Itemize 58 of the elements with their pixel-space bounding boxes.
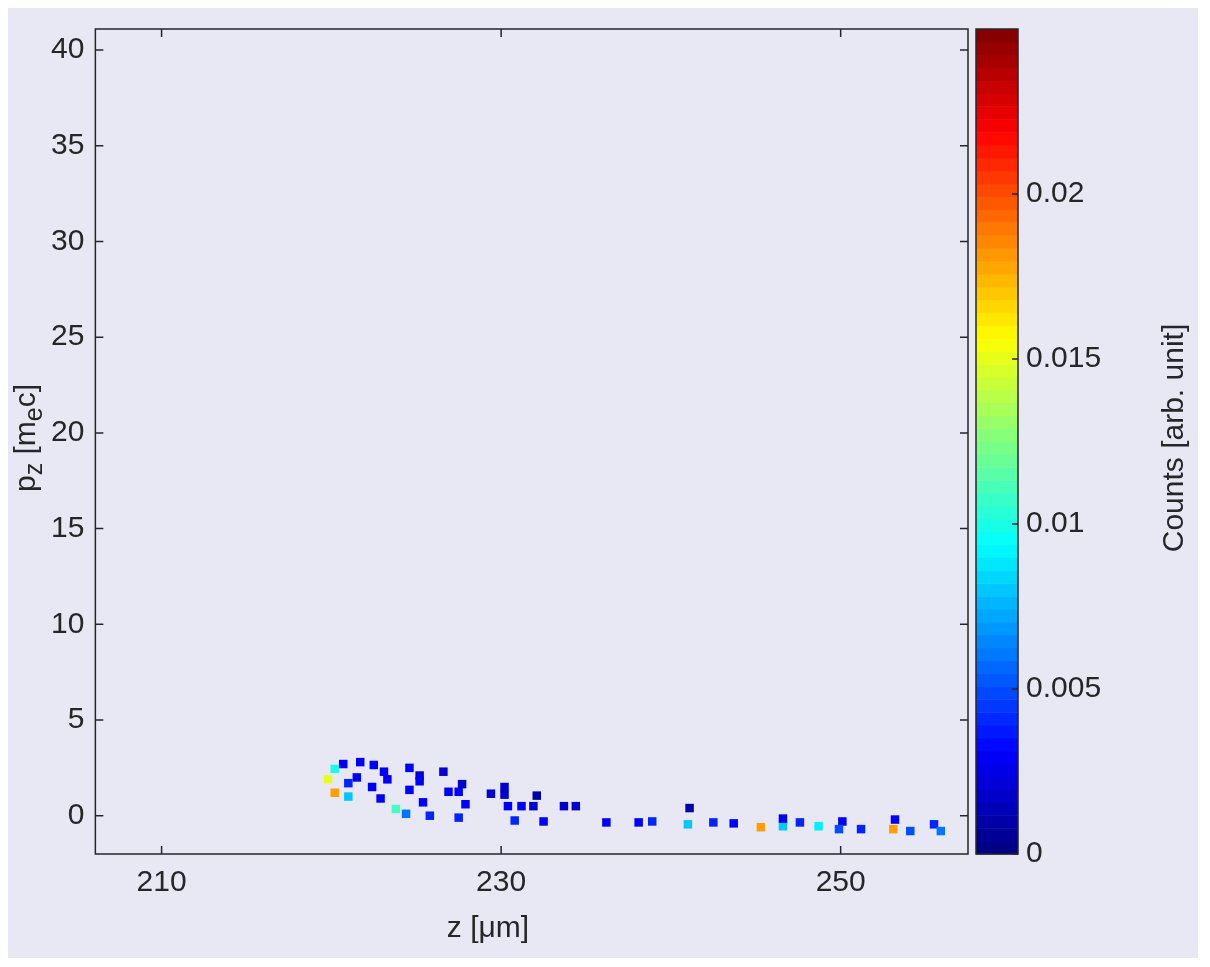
x-tick-label: 230 <box>476 864 527 898</box>
point <box>838 817 847 826</box>
point <box>376 794 385 803</box>
point <box>486 789 496 798</box>
point <box>795 818 805 827</box>
y-tick-label: 40 <box>50 31 85 65</box>
point <box>352 773 362 782</box>
point <box>500 782 509 792</box>
point <box>889 824 898 834</box>
x-tick-label: 250 <box>815 864 866 898</box>
point <box>425 811 435 820</box>
color-bar-label: 0.01 <box>1026 505 1085 539</box>
y-tick-label: 25 <box>50 318 85 352</box>
point <box>344 778 353 788</box>
point <box>890 815 900 824</box>
point <box>539 817 548 826</box>
color-bar-label: 0.015 <box>1026 340 1102 374</box>
point <box>510 816 519 825</box>
x-tick-label: 210 <box>136 864 187 898</box>
point <box>418 798 428 807</box>
point <box>379 767 389 776</box>
y-tick-label: 5 <box>67 701 85 735</box>
point <box>906 826 915 836</box>
point <box>415 777 424 786</box>
point <box>602 818 611 827</box>
point <box>461 799 470 809</box>
x-axis-title: z [μm] <box>445 910 531 944</box>
point <box>634 818 643 827</box>
point <box>405 763 414 773</box>
color-bar-label: 0 <box>1026 835 1043 869</box>
color-bar-label: 0.02 <box>1026 175 1085 209</box>
point <box>444 787 453 797</box>
point <box>405 785 414 795</box>
point <box>454 813 463 822</box>
point <box>929 820 939 829</box>
point <box>454 787 463 797</box>
y-tick-label: 10 <box>50 605 85 639</box>
point <box>517 801 526 811</box>
point <box>814 822 823 831</box>
point <box>647 817 657 826</box>
y-tick-label: 15 <box>50 509 85 543</box>
color-bar-label: 0.005 <box>1026 670 1102 704</box>
point <box>529 801 538 811</box>
point <box>532 791 542 800</box>
point <box>685 803 694 813</box>
point <box>683 820 693 829</box>
point <box>344 792 353 801</box>
point <box>383 775 392 784</box>
y-tick-label: 20 <box>50 414 85 448</box>
point <box>439 767 448 776</box>
point <box>709 818 718 827</box>
y-tick-label: 35 <box>50 127 85 161</box>
color-bar-title: Counts [arb. unit] <box>1156 323 1190 553</box>
point <box>729 819 738 828</box>
y-tick-label: 30 <box>50 222 85 256</box>
y-tick-label: 0 <box>67 796 85 830</box>
point <box>323 775 333 784</box>
point <box>778 814 788 823</box>
